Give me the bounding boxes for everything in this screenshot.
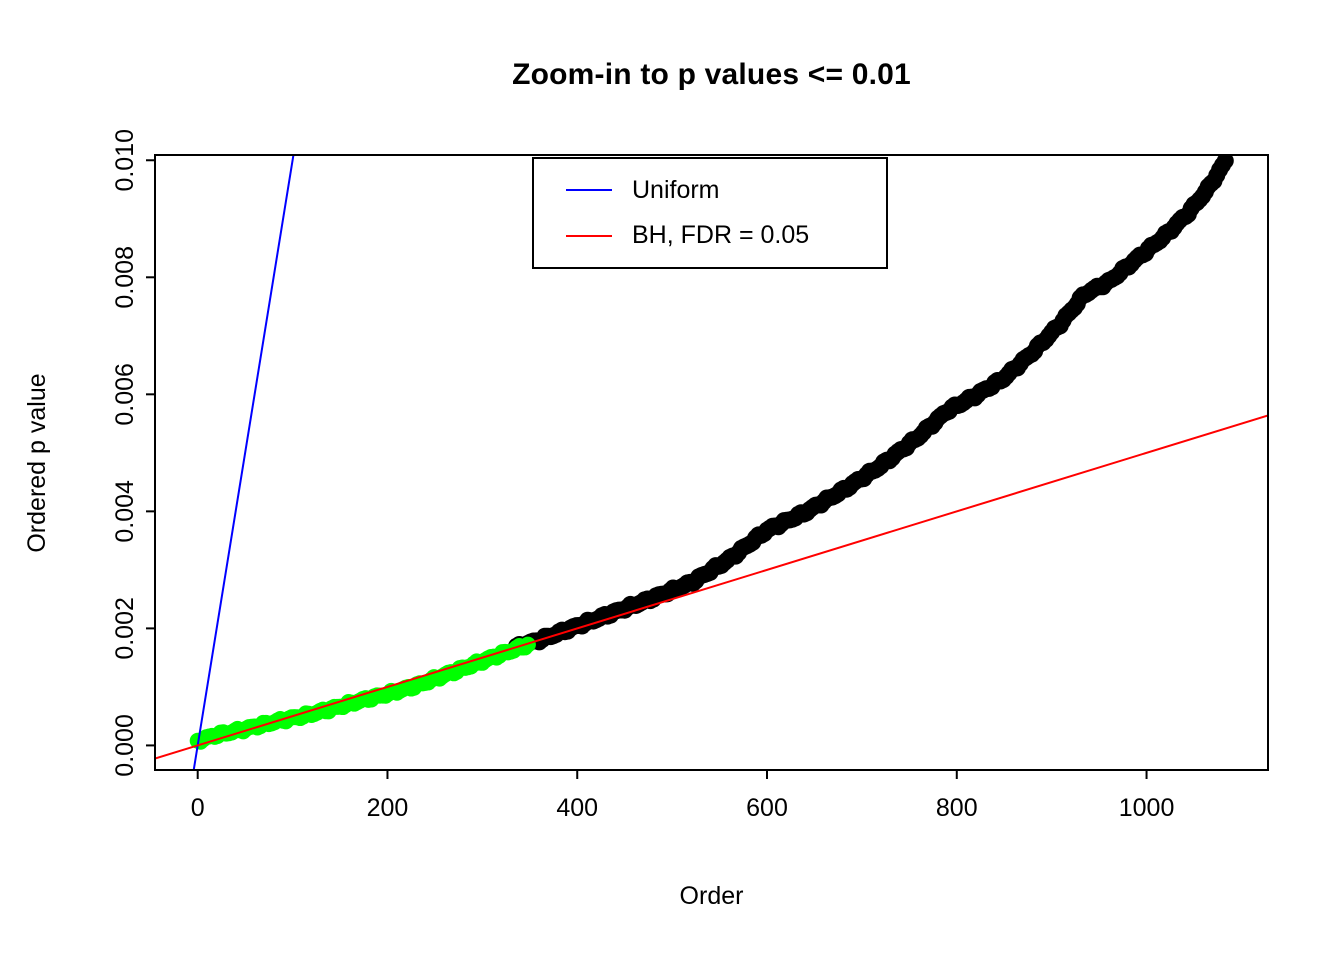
y-tick-label: 0.004 xyxy=(111,480,139,543)
x-tick-label: 1000 xyxy=(1119,794,1175,822)
x-tick-label: 0 xyxy=(191,794,205,822)
uniform-line-swatch xyxy=(566,189,612,192)
bh-fdr-threshold-line xyxy=(155,414,1268,760)
y-axis-label: Ordered p value xyxy=(23,373,51,553)
legend-entry-bh-fdr: BH, FDR = 0.05 xyxy=(566,221,886,250)
y-tick-label: 0.002 xyxy=(111,597,139,660)
y-tick-label: 0.000 xyxy=(111,714,139,777)
x-tick-label: 200 xyxy=(367,794,409,822)
legend-label-bh-fdr: BH, FDR = 0.05 xyxy=(632,221,810,250)
legend-box: Uniform BH, FDR = 0.05 xyxy=(532,157,888,269)
y-tick-label: 0.010 xyxy=(111,129,139,192)
data-point-ordered-p-values-not-significant xyxy=(1216,155,1234,170)
legend-entry-uniform: Uniform xyxy=(566,176,886,205)
y-tick-label: 0.006 xyxy=(111,363,139,426)
uniform-expected-line xyxy=(192,155,295,770)
plot-box xyxy=(154,154,1269,771)
x-tick-label: 600 xyxy=(746,794,788,822)
bh-fdr-line-swatch xyxy=(566,234,612,237)
x-axis-label: Order xyxy=(679,882,744,910)
y-tick-label: 0.008 xyxy=(111,246,139,309)
x-tick-label: 800 xyxy=(936,794,978,822)
plot-content xyxy=(155,155,1268,770)
legend-label-uniform: Uniform xyxy=(632,175,720,204)
x-tick-label: 400 xyxy=(556,794,598,822)
chart-title: Zoom-in to p values <= 0.01 xyxy=(512,58,911,91)
